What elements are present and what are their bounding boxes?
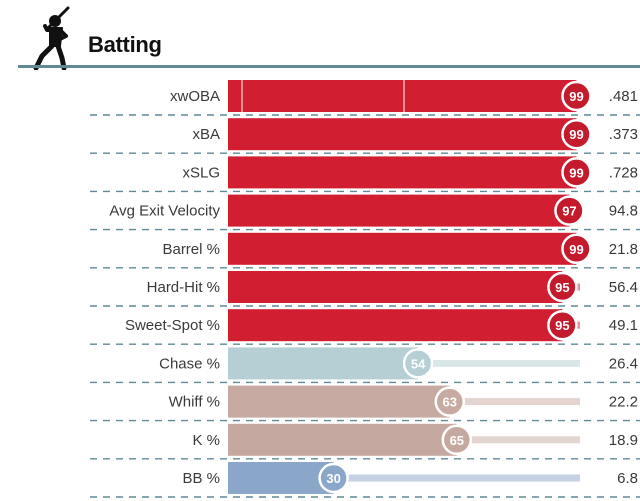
percentile-bar: [228, 385, 450, 418]
stat-value: 49.1: [609, 317, 638, 334]
percentile-bar: [228, 347, 419, 380]
percentile-badge: [561, 233, 592, 265]
percentile-label: 54: [411, 356, 426, 371]
percentile-bar: [228, 462, 334, 494]
percentile-bar: [228, 271, 563, 303]
percentile-label: 65: [450, 433, 464, 448]
category-label: Avg Exit Velocity: [109, 203, 220, 220]
percentile-bar: [228, 156, 577, 189]
category-label: Chase %: [159, 355, 220, 372]
percentile-badge: [441, 424, 473, 456]
percentile-label: 97: [562, 204, 576, 219]
stat-value: 22.2: [609, 394, 638, 411]
stat-value: 56.4: [609, 279, 638, 296]
category-label: K %: [192, 432, 220, 449]
percentile-label: 95: [555, 280, 569, 295]
percentile-bar: [228, 80, 577, 112]
category-label: Sweet-Spot %: [125, 317, 220, 334]
percentile-badge: [402, 348, 434, 379]
category-label: xSLG: [182, 164, 220, 181]
percentile-label: 99: [569, 127, 583, 142]
percentile-bar: [228, 194, 570, 227]
percentile-badge: [554, 195, 585, 226]
bar-track: [228, 474, 580, 482]
category-label: Hard-Hit %: [147, 279, 220, 296]
baseball-batter-icon: [33, 6, 70, 70]
percentile-bar: [228, 232, 577, 265]
stat-value: .728: [609, 164, 638, 181]
percentile-bar: [228, 309, 563, 342]
chart-title: Batting: [88, 32, 162, 57]
category-label: xwOBA: [170, 88, 220, 105]
category-label: Barrel %: [162, 241, 220, 258]
chart-header: Batting: [0, 0, 640, 70]
percentile-label: 63: [443, 395, 457, 410]
percentile-badge: [561, 118, 592, 150]
percentile-badge: [561, 80, 592, 112]
percentile-label: 99: [569, 242, 583, 257]
category-label: Whiff %: [169, 394, 220, 411]
percentile-bar: [228, 118, 577, 151]
stat-value: 26.4: [609, 355, 638, 372]
percentile-label: 99: [569, 89, 583, 104]
percentile-bar: [228, 423, 457, 456]
category-label: xBA: [192, 126, 220, 143]
stat-value: 21.8: [609, 241, 638, 258]
stat-value: .481: [609, 88, 638, 105]
percentile-label: 95: [555, 318, 569, 333]
header-rule: [18, 65, 640, 68]
percentile-badge: [561, 157, 592, 188]
stat-value: .373: [609, 126, 638, 143]
stat-value: 6.8: [617, 470, 638, 487]
percentile-badge: [318, 462, 349, 494]
percentile-chart: xwOBA .481 99 xBA .373 99 xSLG .728 99 Avg Exit V…: [90, 80, 640, 501]
category-label: BB %: [182, 470, 220, 487]
percentile-badge: [547, 309, 578, 341]
stat-value: 94.8: [609, 203, 638, 220]
percentile-badge: [547, 271, 578, 303]
stat-value: 18.9: [609, 432, 638, 449]
percentile-label: 99: [569, 165, 583, 180]
percentile-badge: [434, 386, 466, 417]
percentile-label: 30: [326, 471, 340, 486]
